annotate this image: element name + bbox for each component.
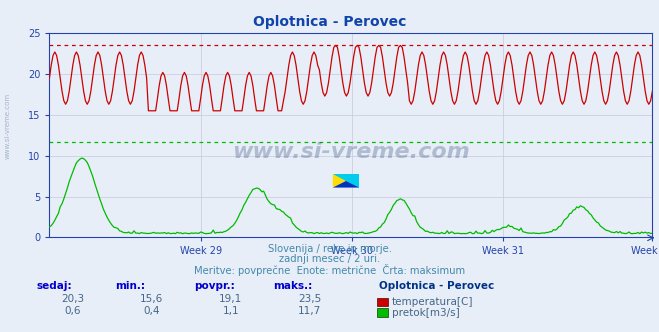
- Text: min.:: min.:: [115, 281, 146, 290]
- Text: povpr.:: povpr.:: [194, 281, 235, 290]
- Text: zadnji mesec / 2 uri.: zadnji mesec / 2 uri.: [279, 254, 380, 264]
- Text: www.si-vreme.com: www.si-vreme.com: [5, 93, 11, 159]
- Bar: [377, 298, 388, 306]
- Bar: [377, 308, 388, 317]
- Text: pretok[m3/s]: pretok[m3/s]: [392, 308, 460, 318]
- Text: 11,7: 11,7: [298, 306, 322, 316]
- Text: Slovenija / reke in morje.: Slovenija / reke in morje.: [268, 244, 391, 254]
- Text: 15,6: 15,6: [140, 294, 163, 304]
- Text: maks.:: maks.:: [273, 281, 313, 290]
- Text: Meritve: povprečne  Enote: metrične  Črta: maksimum: Meritve: povprečne Enote: metrične Črta:…: [194, 264, 465, 276]
- Text: Oplotnica - Perovec: Oplotnica - Perovec: [379, 281, 494, 290]
- Text: Oplotnica - Perovec: Oplotnica - Perovec: [253, 15, 406, 29]
- Text: temperatura[C]: temperatura[C]: [392, 297, 474, 307]
- Text: 1,1: 1,1: [222, 306, 239, 316]
- Text: 0,6: 0,6: [64, 306, 81, 316]
- Text: sedaj:: sedaj:: [36, 281, 72, 290]
- Text: 0,4: 0,4: [143, 306, 160, 316]
- Text: 23,5: 23,5: [298, 294, 322, 304]
- Text: 20,3: 20,3: [61, 294, 84, 304]
- Text: 19,1: 19,1: [219, 294, 243, 304]
- Text: www.si-vreme.com: www.si-vreme.com: [232, 142, 470, 162]
